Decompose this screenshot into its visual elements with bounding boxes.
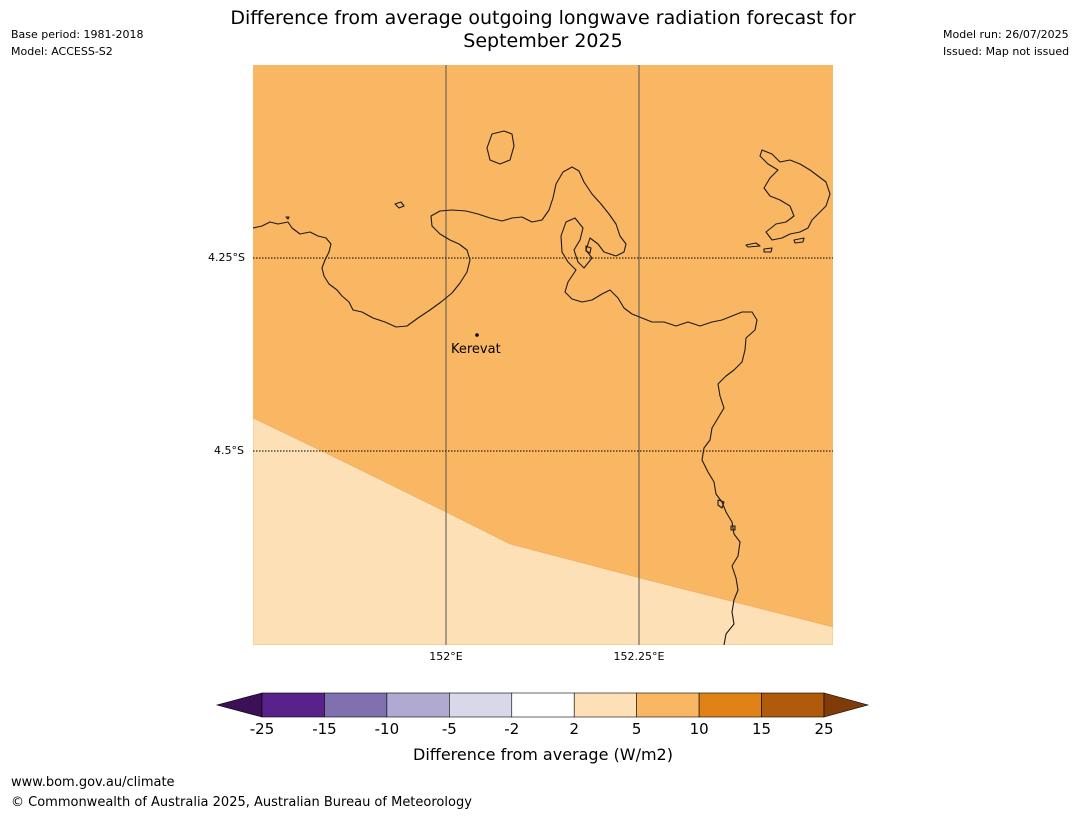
issued-text: Issued: Map not issued: [943, 45, 1070, 58]
dot-icon: [475, 333, 479, 337]
colorbar-tick-label: 10: [689, 720, 709, 738]
coastline-islet-north: [486, 130, 515, 165]
title-line-2: September 2025: [463, 30, 623, 52]
colorbar-segment: [261, 692, 325, 718]
colorbar-segment: [324, 692, 388, 718]
colorbar-segment: [698, 692, 762, 718]
footer-copyright: © Commonwealth of Australia 2025, Austra…: [11, 795, 472, 810]
lat-label-4-25: 4.25°S: [208, 251, 245, 264]
model-run-text: Model run: 26/07/2025: [943, 28, 1069, 41]
footer-url: www.bom.gov.au/climate: [11, 775, 175, 790]
colorbar-extend-high: [823, 692, 870, 718]
coastline-islet-east-5: [730, 525, 736, 531]
meta-right: Model run: 26/07/2025 Issued: Map not is…: [943, 26, 1069, 60]
colorbar-segment: [636, 692, 700, 718]
meta-left: Base period: 1981-2018 Model: ACCESS-S2: [11, 26, 143, 60]
lon-label-152: 152°E: [429, 650, 463, 663]
colorbar-tick-label: 25: [814, 720, 834, 738]
lat-label-4-5: 4.5°S: [214, 444, 244, 457]
colorbar-segment: [573, 692, 637, 718]
colorbar-tick-label: -2: [504, 720, 520, 738]
base-period-text: Base period: 1981-2018: [11, 28, 144, 41]
colorbar: [215, 692, 870, 718]
coastline-main: [253, 166, 758, 645]
coastline-islet-east-3: [793, 237, 805, 244]
coastline-islet-east-1: [745, 242, 761, 248]
region-5-10: [253, 65, 833, 645]
coastline-islet-west: [394, 201, 405, 209]
coastline-islet-east-2: [763, 247, 773, 253]
colorbar-tick-label: -5: [441, 720, 457, 738]
colorbar-segment: [449, 692, 513, 718]
colorbar-segment: [761, 692, 825, 718]
colorbar-segment: [386, 692, 450, 718]
model-text: Model: ACCESS-S2: [11, 45, 113, 58]
coastline-duke-of-york: [759, 149, 831, 241]
colorbar-tick-label: 15: [752, 720, 772, 738]
lon-label-152-25: 152.25°E: [613, 650, 665, 663]
coastline-islet-east-4: [717, 499, 725, 509]
colorbar-tick-label: -10: [374, 720, 400, 738]
colorbar-tick-label: 2: [569, 720, 579, 738]
colorbar-extend-low: [215, 692, 263, 718]
colorbar-tick-label: -25: [249, 720, 275, 738]
colorbar-tick-label: 5: [631, 720, 642, 738]
coastline-islet-tiny: [285, 216, 290, 220]
title-line-1: Difference from average outgoing longwav…: [230, 7, 856, 29]
colorbar-segment: [511, 692, 575, 718]
map-title: Difference from average outgoing longwav…: [175, 7, 911, 53]
colorbar-tick-label: -15: [312, 720, 337, 738]
region-2-5: [253, 417, 833, 645]
place-label-kerevat: Kerevat: [451, 342, 501, 357]
colorbar-label: Difference from average (W/m2): [413, 745, 673, 764]
coastline-islet-bay: [585, 245, 592, 254]
